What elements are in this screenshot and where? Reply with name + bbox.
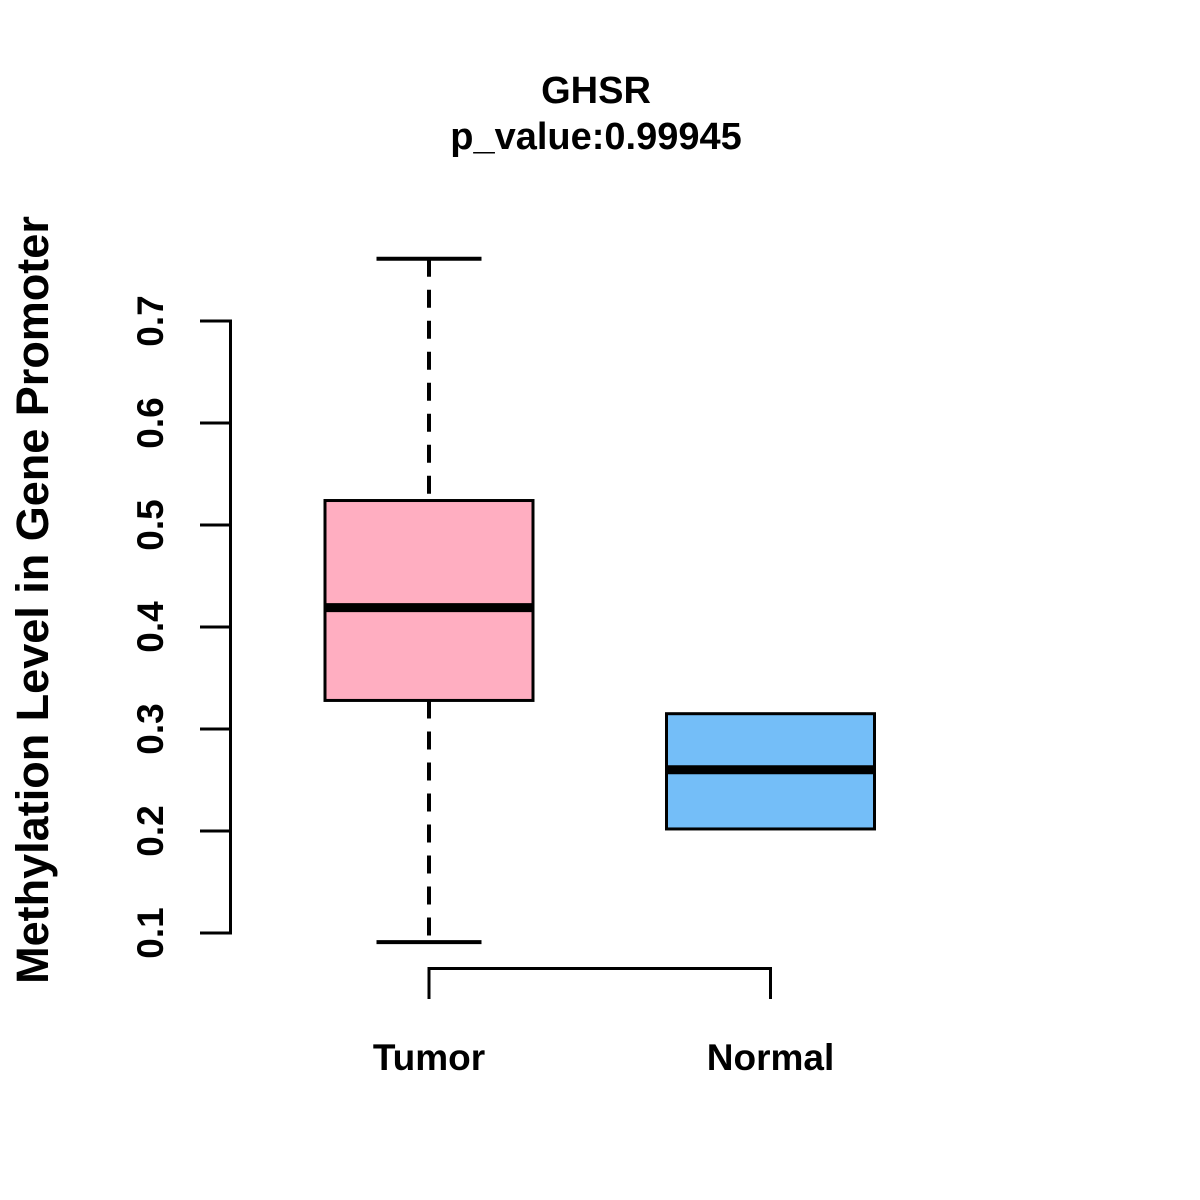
y-axis-tick-label: 0.2	[130, 805, 171, 856]
x-axis-label-normal: Normal	[707, 1037, 834, 1078]
y-axis-tick-label: 0.5	[130, 499, 171, 550]
x-axis-bracket	[427, 967, 772, 999]
plot-area: 0.1 0.2 0.3 0.4 0.5 0.6 0.7 Tumor Normal	[130, 256, 876, 1078]
y-axis-tick-label: 0.4	[130, 601, 171, 653]
y-axis-tick-label: 0.7	[130, 295, 171, 346]
y-axis-tick-label: 0.6	[130, 397, 171, 448]
x-axis-label-tumor: Tumor	[373, 1037, 485, 1078]
y-axis-title: Methylation Level in Gene Promoter	[7, 216, 58, 984]
y-axis-tick-label: 0.3	[130, 703, 171, 754]
tumor-box	[323, 499, 535, 702]
chart-title: GHSR	[541, 70, 651, 112]
chart-subtitle: p_value:0.99945	[450, 116, 742, 158]
y-axis-tick-label: 0.1	[130, 907, 171, 958]
